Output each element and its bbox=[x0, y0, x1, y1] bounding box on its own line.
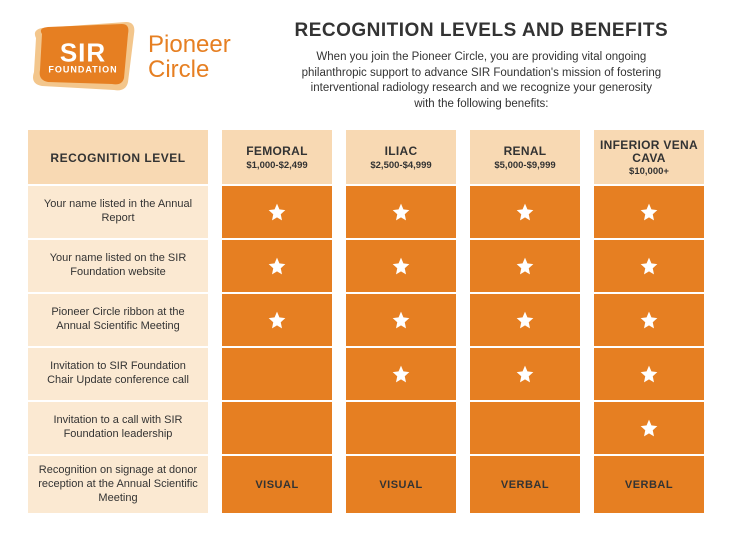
benefit-cell bbox=[222, 402, 332, 454]
benefit-cell bbox=[346, 402, 456, 454]
star-icon bbox=[639, 256, 659, 276]
star-icon bbox=[391, 364, 411, 384]
tier-header-iliac: ILIAC $2,500-$4,999 bbox=[346, 130, 456, 184]
benefit-row-label: Recognition on signage at donor receptio… bbox=[28, 456, 208, 513]
benefit-cell bbox=[346, 186, 456, 238]
benefit-cell bbox=[594, 294, 704, 346]
intro-text: When you join the Pioneer Circle, you ar… bbox=[301, 50, 661, 112]
star-icon bbox=[391, 202, 411, 222]
sir-foundation-logo: SIR FOUNDATION bbox=[28, 20, 138, 94]
benefit-row-label: Invitation to a call with SIR Foundation… bbox=[28, 402, 208, 454]
program-line-2: Circle bbox=[148, 57, 231, 82]
benefit-cell bbox=[470, 240, 580, 292]
star-icon bbox=[515, 364, 535, 384]
star-icon bbox=[639, 202, 659, 222]
star-icon bbox=[267, 310, 287, 330]
tier-name: FEMORAL bbox=[246, 145, 307, 158]
star-icon bbox=[515, 256, 535, 276]
logo-foundation-text: FOUNDATION bbox=[48, 66, 117, 75]
benefit-cell bbox=[594, 402, 704, 454]
benefit-cell: VISUAL bbox=[346, 456, 456, 513]
benefit-cell bbox=[346, 240, 456, 292]
page-title: RECOGNITION LEVELS AND BENEFITS bbox=[255, 20, 708, 42]
title-block: RECOGNITION LEVELS AND BENEFITS When you… bbox=[255, 20, 708, 112]
logo-sir-text: SIR bbox=[48, 40, 117, 66]
benefit-cell: VERBAL bbox=[470, 456, 580, 513]
benefit-cell: VISUAL bbox=[222, 456, 332, 513]
benefit-cell bbox=[470, 294, 580, 346]
star-icon bbox=[515, 202, 535, 222]
benefit-cell bbox=[222, 240, 332, 292]
logo-program-name: Pioneer Circle bbox=[148, 32, 231, 82]
benefit-row-label: Your name listed in the Annual Report bbox=[28, 186, 208, 238]
benefit-cell bbox=[222, 294, 332, 346]
benefit-cell bbox=[470, 402, 580, 454]
tier-header-renal: RENAL $5,000-$9,999 bbox=[470, 130, 580, 184]
benefit-cell bbox=[594, 186, 704, 238]
tier-range: $1,000-$2,499 bbox=[246, 160, 307, 171]
star-icon bbox=[639, 364, 659, 384]
logo-block: SIR FOUNDATION Pioneer Circle bbox=[28, 20, 231, 94]
tier-name: ILIAC bbox=[385, 145, 418, 158]
star-icon bbox=[639, 310, 659, 330]
tier-name: RENAL bbox=[504, 145, 547, 158]
benefit-cell bbox=[222, 348, 332, 400]
star-icon bbox=[639, 418, 659, 438]
benefit-cell bbox=[222, 186, 332, 238]
star-icon bbox=[267, 256, 287, 276]
tier-header-femoral: FEMORAL $1,000-$2,499 bbox=[222, 130, 332, 184]
table-header-label: RECOGNITION LEVEL bbox=[28, 130, 208, 184]
tier-header-ivc: INFERIOR VENA CAVA $10,000+ bbox=[594, 130, 704, 184]
tier-range: $10,000+ bbox=[629, 166, 669, 177]
benefit-cell bbox=[594, 240, 704, 292]
benefit-row-label: Pioneer Circle ribbon at the Annual Scie… bbox=[28, 294, 208, 346]
star-icon bbox=[515, 310, 535, 330]
program-line-1: Pioneer bbox=[148, 32, 231, 57]
header: SIR FOUNDATION Pioneer Circle RECOGNITIO… bbox=[28, 20, 708, 112]
star-icon bbox=[391, 310, 411, 330]
benefit-cell bbox=[346, 294, 456, 346]
star-icon bbox=[267, 202, 287, 222]
tier-range: $2,500-$4,999 bbox=[370, 160, 431, 171]
benefit-row-label: Your name listed on the SIR Foundation w… bbox=[28, 240, 208, 292]
benefit-cell bbox=[594, 348, 704, 400]
benefit-cell bbox=[470, 348, 580, 400]
benefit-row-label: Invitation to SIR Foundation Chair Updat… bbox=[28, 348, 208, 400]
benefit-cell bbox=[470, 186, 580, 238]
star-icon bbox=[391, 256, 411, 276]
tier-range: $5,000-$9,999 bbox=[494, 160, 555, 171]
benefit-cell bbox=[346, 348, 456, 400]
benefit-cell: VERBAL bbox=[594, 456, 704, 513]
benefits-table: RECOGNITION LEVEL FEMORAL $1,000-$2,499 … bbox=[28, 130, 708, 513]
tier-name: INFERIOR VENA CAVA bbox=[598, 139, 700, 164]
